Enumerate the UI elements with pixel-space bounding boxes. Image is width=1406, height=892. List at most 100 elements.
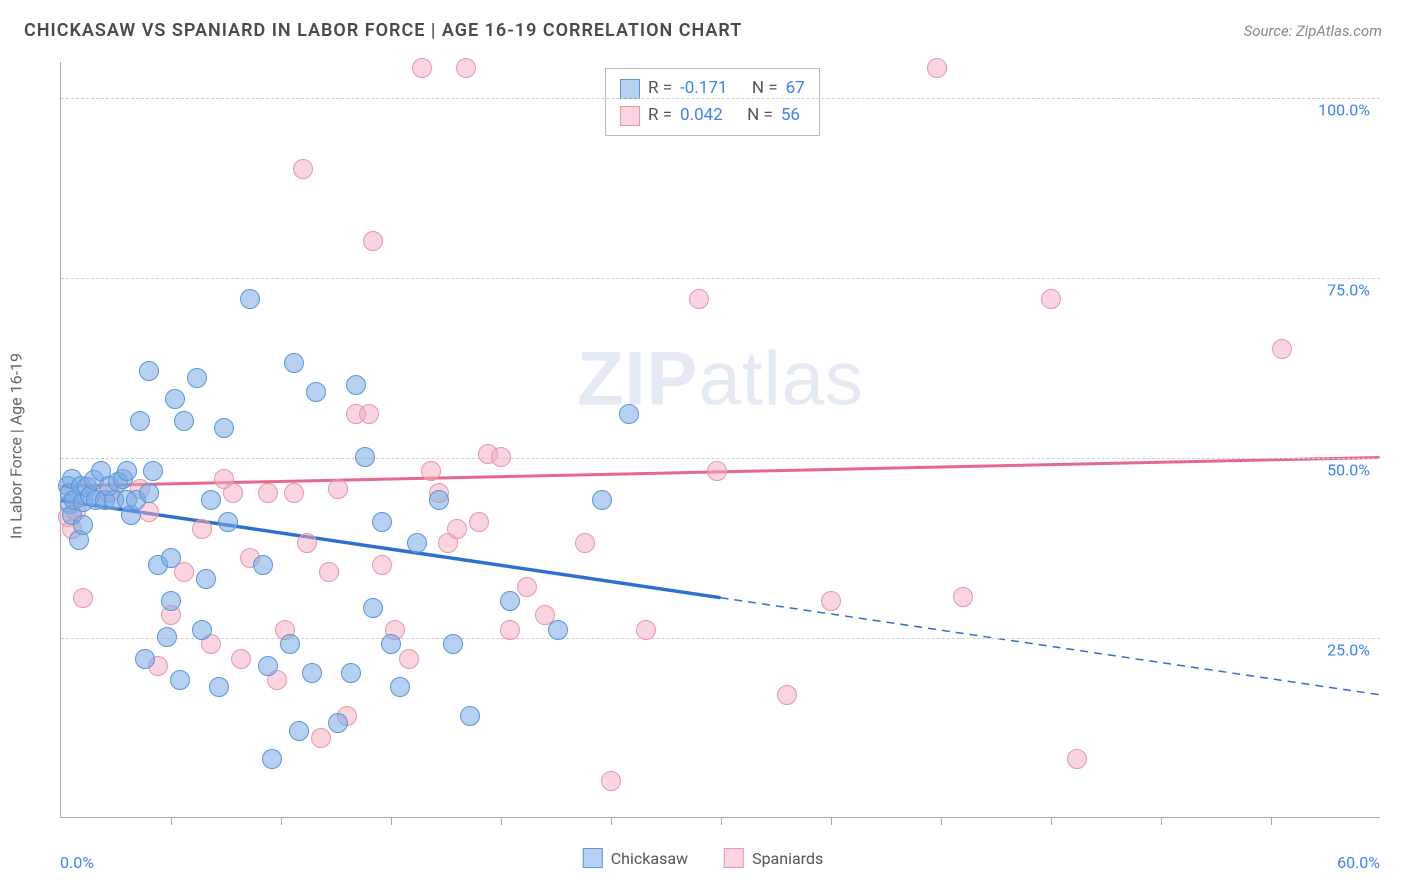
data-point-spaniards [223,483,243,503]
data-point-spaniards [258,483,278,503]
x-tick [391,817,392,825]
data-point-spaniards [927,58,947,78]
data-point-chickasaw [280,634,300,654]
data-point-chickasaw [407,533,427,553]
data-point-spaniards [689,289,709,309]
data-point-chickasaw [346,375,366,395]
data-point-spaniards [1067,749,1087,769]
data-point-chickasaw [341,663,361,683]
data-point-spaniards [412,58,432,78]
chart-title: CHICKASAW VS SPANIARD IN LABOR FORCE | A… [24,20,742,41]
data-point-chickasaw [429,490,449,510]
gridline [61,458,1380,459]
data-point-chickasaw [619,404,639,424]
x-tick [941,817,942,825]
data-point-spaniards [293,159,313,179]
data-point-chickasaw [443,634,463,654]
data-point-chickasaw [135,649,155,669]
r-value-spaniards: 0.042 [680,102,723,129]
data-point-chickasaw [157,627,177,647]
data-point-chickasaw [355,447,375,467]
data-point-spaniards [328,479,348,499]
y-axis-label: In Labor Force | Age 16-19 [7,353,26,539]
gridline [61,278,1380,279]
data-point-chickasaw [240,289,260,309]
data-point-chickasaw [592,490,612,510]
y-tick-label: 75.0% [1327,281,1370,300]
data-point-spaniards [953,587,973,607]
data-point-spaniards [363,231,383,251]
stats-box: R = -0.171 N = 67 R = 0.042 N = 56 [605,68,820,136]
data-point-spaniards [447,519,467,539]
data-point-spaniards [284,483,304,503]
data-point-chickasaw [196,569,216,589]
data-point-spaniards [297,533,317,553]
y-tick-label: 50.0% [1327,461,1370,480]
data-point-chickasaw [165,389,185,409]
data-point-spaniards [707,461,727,481]
x-axis-max: 60.0% [1337,853,1380,872]
x-tick [281,817,282,825]
data-point-chickasaw [262,749,282,769]
data-point-spaniards [821,591,841,611]
data-point-chickasaw [187,368,207,388]
data-point-chickasaw [139,483,159,503]
data-point-chickasaw [143,461,163,481]
data-point-chickasaw [253,555,273,575]
chart-header: CHICKASAW VS SPANIARD IN LABOR FORCE | A… [24,20,1382,41]
x-tick [721,817,722,825]
data-point-chickasaw [289,721,309,741]
x-tick [1051,817,1052,825]
data-point-chickasaw [218,512,238,532]
data-point-chickasaw [161,591,181,611]
data-point-spaniards [1041,289,1061,309]
x-tick [611,817,612,825]
data-point-spaniards [359,404,379,424]
y-tick-label: 100.0% [1318,101,1370,120]
legend: Chickasaw Spaniards [583,848,823,868]
data-point-spaniards [372,555,392,575]
gridline [61,638,1380,639]
data-point-spaniards [517,577,537,597]
data-point-chickasaw [500,591,520,611]
legend-swatch-chickasaw [583,848,603,868]
data-point-chickasaw [161,548,181,568]
data-point-chickasaw [170,670,190,690]
data-point-chickasaw [209,677,229,697]
n-value-spaniards: 56 [781,102,800,129]
x-tick [1271,817,1272,825]
data-point-chickasaw [390,677,410,697]
data-point-chickasaw [174,411,194,431]
legend-item-spaniards: Spaniards [724,848,823,868]
data-point-spaniards [399,649,419,669]
data-point-spaniards [601,771,621,791]
data-point-chickasaw [117,461,137,481]
data-point-spaniards [1272,339,1292,359]
gridline [61,98,1380,99]
data-point-chickasaw [284,353,304,373]
chart-source: Source: ZipAtlas.com [1244,22,1382,40]
x-tick [171,817,172,825]
data-point-spaniards [456,58,476,78]
x-tick [1161,817,1162,825]
data-point-chickasaw [381,634,401,654]
data-point-spaniards [575,533,595,553]
data-point-chickasaw [258,656,278,676]
x-axis-origin: 0.0% [60,853,94,872]
data-point-spaniards [192,519,212,539]
data-point-chickasaw [214,418,234,438]
data-point-chickasaw [328,713,348,733]
swatch-spaniards [620,106,640,126]
data-point-spaniards [500,620,520,640]
data-point-spaniards [777,685,797,705]
data-point-chickasaw [130,411,150,431]
chart-container: CHICKASAW VS SPANIARD IN LABOR FORCE | A… [0,0,1406,892]
data-point-spaniards [491,447,511,467]
data-point-spaniards [469,512,489,532]
stats-row-spaniards: R = 0.042 N = 56 [620,102,805,129]
data-point-chickasaw [73,515,93,535]
swatch-chickasaw [620,79,640,99]
legend-swatch-spaniards [724,848,744,868]
data-point-chickasaw [548,620,568,640]
regression-lines [61,62,1380,817]
